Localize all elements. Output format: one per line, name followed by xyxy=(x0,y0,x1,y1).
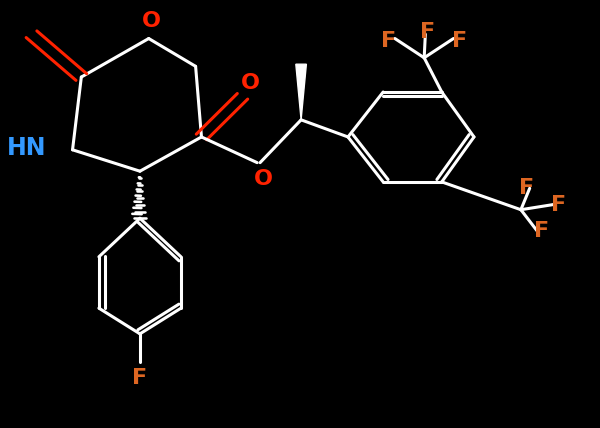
Text: F: F xyxy=(133,368,148,388)
Text: HN: HN xyxy=(7,136,46,160)
Text: F: F xyxy=(551,196,566,215)
Text: O: O xyxy=(241,73,260,92)
Text: F: F xyxy=(382,31,397,51)
Text: O: O xyxy=(254,169,272,189)
Text: F: F xyxy=(534,221,549,241)
Text: F: F xyxy=(452,31,467,51)
Polygon shape xyxy=(296,64,307,120)
Text: F: F xyxy=(519,178,535,198)
Text: O: O xyxy=(142,11,161,30)
Text: F: F xyxy=(419,22,434,42)
